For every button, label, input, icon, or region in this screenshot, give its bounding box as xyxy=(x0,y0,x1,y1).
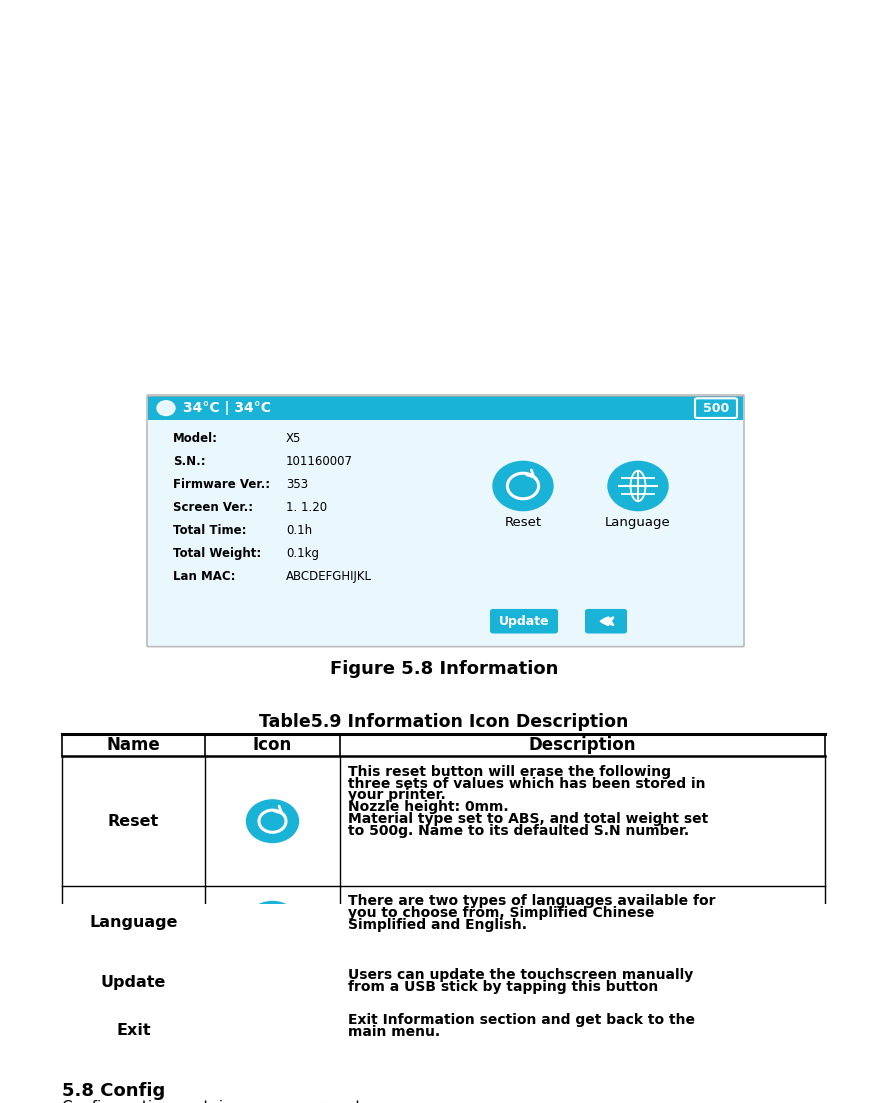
Text: to 500g. Name to its defaulted S.N number.: to 500g. Name to its defaulted S.N numbe… xyxy=(348,824,689,838)
Text: Update: Update xyxy=(100,975,166,989)
Text: Exit Information section and get back to the: Exit Information section and get back to… xyxy=(348,1013,695,1027)
Text: This reset button will erase the following: This reset button will erase the followi… xyxy=(348,764,671,779)
Circle shape xyxy=(157,400,175,416)
Text: Reset: Reset xyxy=(108,814,159,828)
Circle shape xyxy=(608,461,668,511)
Text: Figure 5.8 Information: Figure 5.8 Information xyxy=(330,660,558,677)
Text: Table5.9 Information Icon Description: Table5.9 Information Icon Description xyxy=(260,713,629,731)
Text: 101160007: 101160007 xyxy=(286,454,353,468)
Bar xyxy=(148,396,743,420)
Text: Exit: Exit xyxy=(116,1022,151,1038)
Circle shape xyxy=(246,901,299,944)
Text: Material type set to ABS, and total weight set: Material type set to ABS, and total weig… xyxy=(348,812,709,826)
Text: Screen Ver.:: Screen Ver.: xyxy=(173,501,253,514)
Text: from a USB stick by tapping this button: from a USB stick by tapping this button xyxy=(348,979,658,994)
Text: Users can update the touchscreen manually: Users can update the touchscreen manuall… xyxy=(348,968,693,982)
Text: 0.1h: 0.1h xyxy=(286,524,312,537)
Text: 5.8 Config: 5.8 Config xyxy=(62,1082,165,1100)
Circle shape xyxy=(493,461,553,511)
FancyBboxPatch shape xyxy=(147,395,744,646)
Text: Update: Update xyxy=(499,614,549,628)
Text: Nozzle height: 0mm.: Nozzle height: 0mm. xyxy=(348,801,509,814)
Text: main menu.: main menu. xyxy=(348,1025,440,1039)
Text: ABCDEFGHIJKL: ABCDEFGHIJKL xyxy=(286,569,372,582)
Text: Description: Description xyxy=(529,736,637,754)
Text: your printer.: your printer. xyxy=(348,789,445,802)
Text: Model:: Model: xyxy=(173,432,218,445)
Text: Icon: Icon xyxy=(252,736,292,754)
Text: Name: Name xyxy=(107,736,160,754)
Text: 34°C | 34°C: 34°C | 34°C xyxy=(183,401,271,415)
FancyBboxPatch shape xyxy=(242,971,303,994)
Text: 500: 500 xyxy=(703,401,729,415)
Text: Total Weight:: Total Weight: xyxy=(173,547,261,559)
Text: Simplified and English.: Simplified and English. xyxy=(348,918,527,932)
Text: Language: Language xyxy=(605,515,671,528)
Text: 353: 353 xyxy=(286,478,308,491)
FancyBboxPatch shape xyxy=(585,609,627,633)
Text: Lan MAC:: Lan MAC: xyxy=(173,569,236,582)
Text: S.N.:: S.N.: xyxy=(173,454,205,468)
FancyBboxPatch shape xyxy=(243,1013,302,1048)
Text: you to choose from, Simplified Chinese: you to choose from, Simplified Chinese xyxy=(348,906,654,920)
Text: Total Time:: Total Time: xyxy=(173,524,246,537)
Text: Reset: Reset xyxy=(504,515,541,528)
Text: three sets of values which has been stored in: three sets of values which has been stor… xyxy=(348,777,706,791)
FancyBboxPatch shape xyxy=(490,609,558,633)
Circle shape xyxy=(246,800,299,843)
Text: Firmware Ver.:: Firmware Ver.: xyxy=(173,478,270,491)
Text: 1. 1.20: 1. 1.20 xyxy=(286,501,327,514)
Text: 0.1kg: 0.1kg xyxy=(286,547,319,559)
Text: There are two types of languages available for: There are two types of languages availab… xyxy=(348,895,716,908)
Text: X5: X5 xyxy=(286,432,301,445)
Text: Update: Update xyxy=(249,976,297,988)
Text: Config section contains seven parameters.: Config section contains seven parameters… xyxy=(62,1100,390,1103)
Text: Language: Language xyxy=(89,915,178,930)
